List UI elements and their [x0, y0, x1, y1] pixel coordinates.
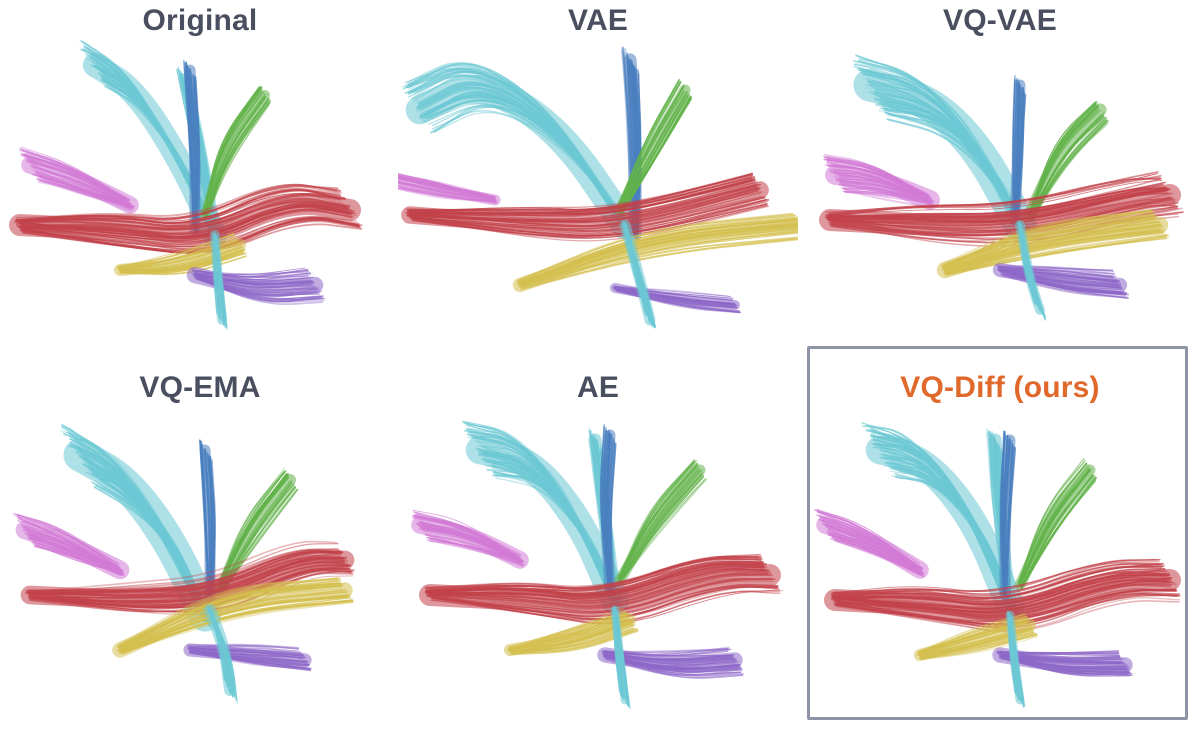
stem-fiber-bundle: [1005, 610, 1026, 708]
tractography-image: [9, 39, 363, 330]
panel-ae: AE: [398, 365, 798, 730]
purple-fiber-bundle: [597, 646, 744, 679]
panel-vq-diff-ours: VQ-Diff (ours): [800, 365, 1200, 730]
red-fiber-bundle: [401, 172, 770, 242]
stem-fiber-bundle: [210, 230, 228, 330]
blue-fiber-bundle: [999, 430, 1017, 601]
panel-title: AE: [576, 371, 620, 404]
purple-fiber-bundle: [992, 262, 1130, 299]
yellow-fiber-bundle: [913, 612, 1038, 662]
tractography-image: [819, 54, 1184, 321]
purple-fiber-bundle: [183, 643, 312, 672]
panel-vae: VAE: [398, 0, 798, 365]
green-fiber-bundle: [1014, 457, 1097, 591]
yellow-fiber-bundle: [113, 232, 248, 277]
magenta-fiber-bundle: [814, 508, 929, 579]
tractography-image: [13, 424, 355, 704]
blue-fiber-bundle: [599, 424, 617, 596]
stem-fiber-bundle: [203, 603, 238, 704]
yellow-fiber-bundle: [512, 212, 798, 293]
panel-title: VQ-Diff (ours): [900, 371, 1100, 404]
tractography-image: [411, 420, 783, 710]
red-fiber-bundle: [9, 183, 363, 254]
magenta-fiber-bundle: [411, 509, 529, 569]
stem-fiber-bundle: [1015, 220, 1047, 321]
purple-fiber-bundle: [186, 266, 326, 306]
yellow-fiber-bundle: [936, 209, 1170, 279]
purple-fiber-bundle: [610, 283, 742, 314]
blue-fiber-bundle: [183, 59, 201, 236]
panel-title: VQ-EMA: [139, 371, 261, 404]
panel-title: VQ-VAE: [943, 4, 1057, 37]
tractography-image: [398, 46, 798, 329]
stem-fiber-bundle: [610, 605, 631, 710]
green-fiber-bundle: [614, 459, 708, 586]
panel-vq-vae: VQ-VAE: [800, 0, 1200, 365]
panel-title: VAE: [567, 4, 629, 37]
magenta-fiber-bundle: [18, 146, 139, 214]
magenta-fiber-bundle: [13, 513, 130, 580]
magenta-fiber-bundle: [398, 172, 501, 206]
panel-title: Original: [142, 4, 258, 37]
tractography-image: [814, 422, 1181, 708]
green-fiber-bundle: [200, 85, 272, 220]
stem-fiber-bundle: [619, 219, 657, 329]
highlight-box: [807, 346, 1188, 720]
green-fiber-bundle: [614, 78, 692, 216]
cyan-fiber-bundle: [861, 422, 1025, 620]
panel-original: Original: [0, 0, 400, 365]
yellow-fiber-bundle: [112, 577, 354, 658]
panel-vq-ema: VQ-EMA: [0, 365, 400, 730]
purple-fiber-bundle: [992, 647, 1133, 677]
magenta-fiber-bundle: [822, 154, 940, 210]
cyan-fiber-bundle: [401, 61, 640, 240]
